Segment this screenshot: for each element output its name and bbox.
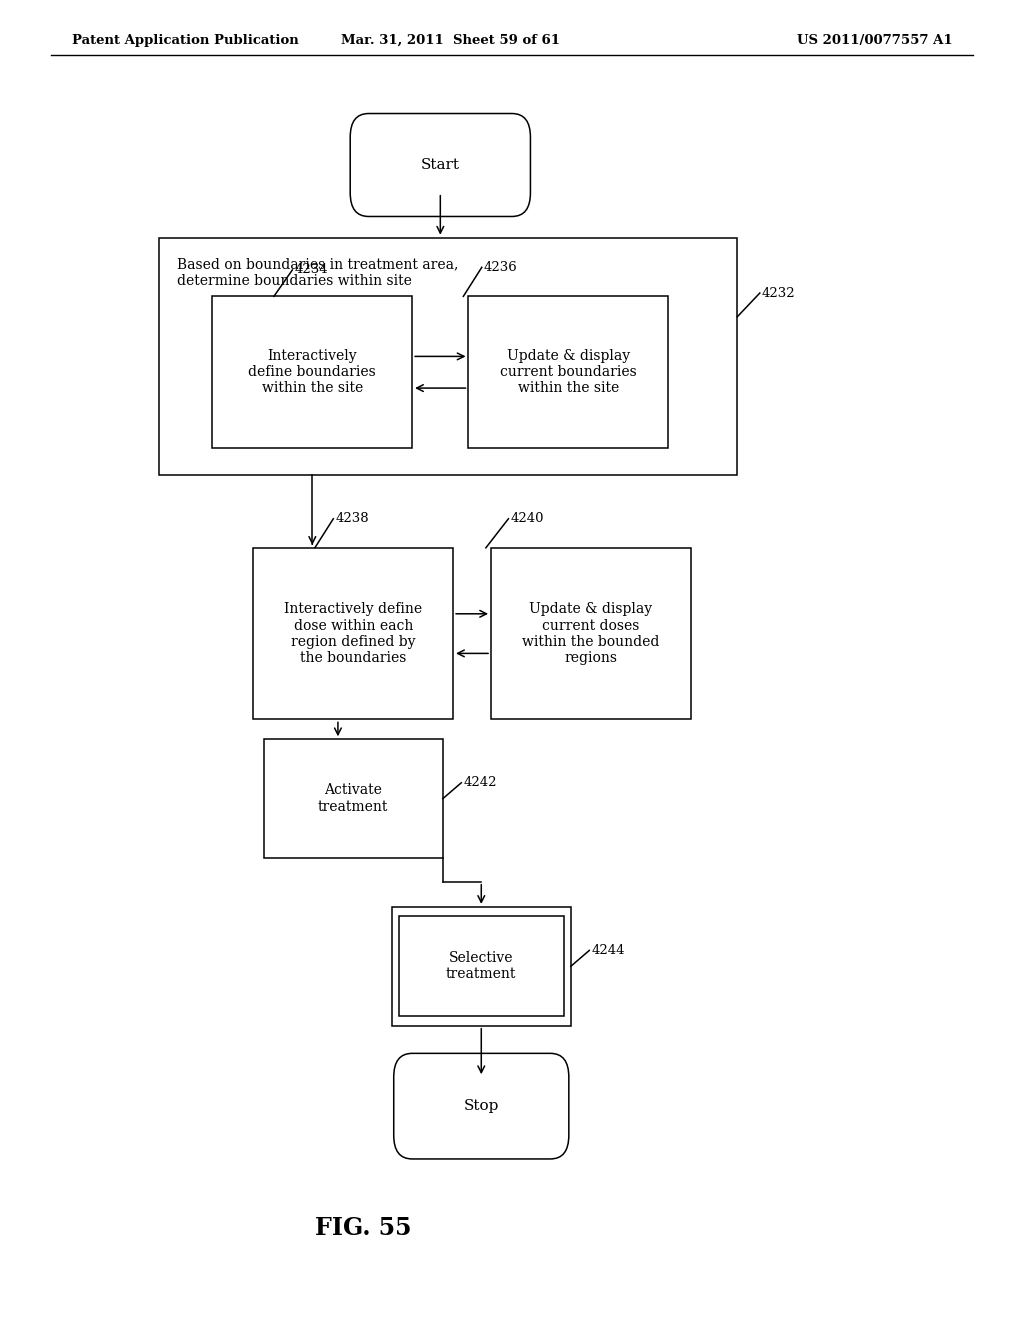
Bar [253,548,453,719]
Text: Interactively define
dose within each
region defined by
the boundaries: Interactively define dose within each re… [285,602,422,665]
Text: Interactively
define boundaries
within the site: Interactively define boundaries within t… [249,348,376,396]
Bar [469,297,669,449]
Bar [398,916,563,1016]
Text: 4242: 4242 [463,776,497,789]
Text: Start: Start [421,158,460,172]
Text: Selective
treatment: Selective treatment [446,952,516,981]
Text: Stop: Stop [464,1100,499,1113]
Bar [213,297,412,449]
Text: Update & display
current doses
within the bounded
regions: Update & display current doses within th… [522,602,659,665]
Text: 4244: 4244 [592,944,625,957]
FancyBboxPatch shape [393,1053,569,1159]
Text: 4234: 4234 [295,264,328,276]
Text: FIG. 55: FIG. 55 [315,1216,412,1239]
Text: 4240: 4240 [510,512,544,525]
Text: Update & display
current boundaries
within the site: Update & display current boundaries with… [500,348,637,396]
Text: Mar. 31, 2011  Sheet 59 of 61: Mar. 31, 2011 Sheet 59 of 61 [341,34,560,46]
Bar [490,548,690,719]
Text: Patent Application Publication: Patent Application Publication [72,34,298,46]
Text: 4232: 4232 [762,286,796,300]
Bar [159,238,737,475]
Text: 4238: 4238 [336,512,369,525]
Bar [391,907,570,1026]
Text: US 2011/0077557 A1: US 2011/0077557 A1 [797,34,952,46]
Text: Activate
treatment: Activate treatment [318,784,388,813]
Bar [263,739,442,858]
Text: 4236: 4236 [484,261,517,273]
FancyBboxPatch shape [350,114,530,216]
Text: Based on boundaries in treatment area,
determine boundaries within site: Based on boundaries in treatment area, d… [177,257,459,288]
